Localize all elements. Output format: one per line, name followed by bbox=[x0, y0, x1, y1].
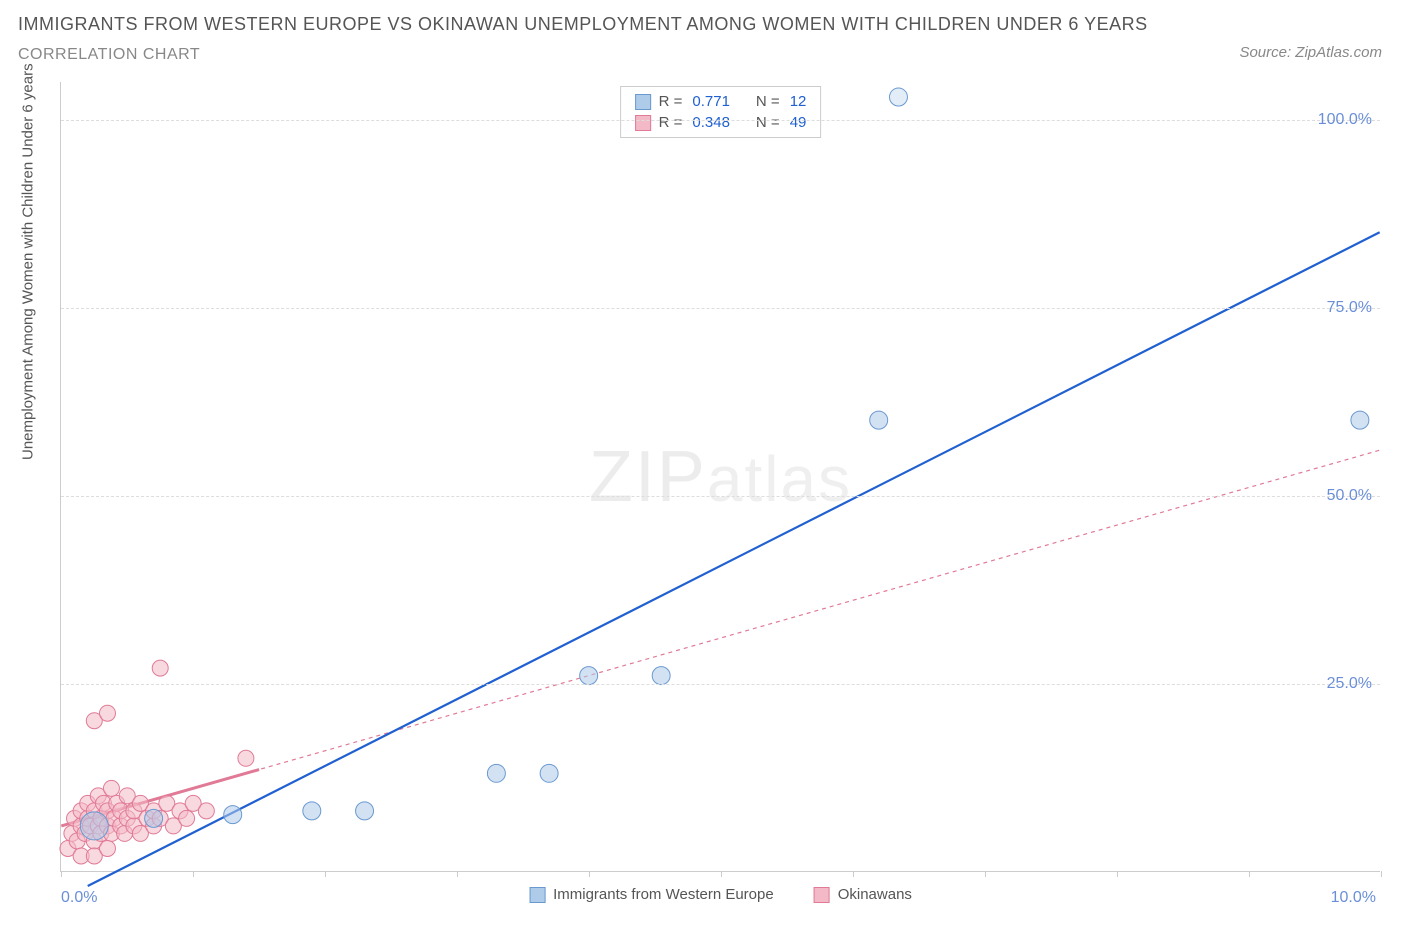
x-tick bbox=[1381, 871, 1382, 877]
data-point bbox=[303, 802, 321, 820]
x-tick bbox=[61, 871, 62, 877]
gridline-h bbox=[61, 308, 1380, 309]
source-attribution: Source: ZipAtlas.com bbox=[1239, 44, 1382, 61]
data-point bbox=[1351, 411, 1369, 429]
data-point bbox=[652, 667, 670, 685]
x-tick bbox=[985, 871, 986, 877]
x-tick bbox=[721, 871, 722, 877]
x-tick bbox=[325, 871, 326, 877]
r-value-0: 0.771 bbox=[692, 93, 730, 110]
legend-item-0: Immigrants from Western Europe bbox=[529, 886, 774, 903]
n-label: N = bbox=[756, 93, 780, 110]
n-value-0: 12 bbox=[790, 93, 807, 110]
data-point bbox=[99, 705, 115, 721]
r-value-1: 0.348 bbox=[692, 114, 730, 131]
x-tick-label: 10.0% bbox=[1331, 889, 1376, 907]
n-label: N = bbox=[756, 114, 780, 131]
series-legend: Immigrants from Western Europe Okinawans bbox=[529, 886, 912, 903]
gridline-h bbox=[61, 684, 1380, 685]
legend-label-0: Immigrants from Western Europe bbox=[553, 886, 774, 903]
trendline bbox=[88, 232, 1380, 886]
legend-swatch-1 bbox=[814, 887, 830, 903]
r-label: R = bbox=[659, 93, 683, 110]
data-point bbox=[198, 803, 214, 819]
data-point bbox=[870, 411, 888, 429]
data-point bbox=[224, 806, 242, 824]
data-point bbox=[487, 764, 505, 782]
stats-legend: R = 0.771 N = 12 R = 0.348 N = 49 bbox=[620, 86, 822, 138]
data-point bbox=[580, 667, 598, 685]
data-point bbox=[356, 802, 374, 820]
data-point bbox=[80, 812, 108, 840]
swatch-series-1 bbox=[635, 115, 651, 131]
data-point bbox=[889, 88, 907, 106]
x-tick bbox=[1249, 871, 1250, 877]
legend-label-1: Okinawans bbox=[838, 886, 912, 903]
y-tick-label: 100.0% bbox=[1318, 111, 1372, 129]
gridline-h bbox=[61, 496, 1380, 497]
chart-title: IMMIGRANTS FROM WESTERN EUROPE VS OKINAW… bbox=[18, 14, 1148, 35]
x-tick-label: 0.0% bbox=[61, 889, 97, 907]
data-point bbox=[152, 660, 168, 676]
r-label: R = bbox=[659, 114, 683, 131]
x-tick bbox=[193, 871, 194, 877]
y-axis-label: Unemployment Among Women with Children U… bbox=[20, 63, 37, 460]
data-point bbox=[179, 810, 195, 826]
x-tick bbox=[589, 871, 590, 877]
plot-area: ZIPatlas R = 0.771 N = 12 R = 0.348 N = … bbox=[60, 82, 1380, 872]
data-point bbox=[99, 840, 115, 856]
stats-row-series-0: R = 0.771 N = 12 bbox=[635, 93, 807, 110]
trendline bbox=[61, 450, 1379, 826]
legend-swatch-0 bbox=[529, 887, 545, 903]
x-tick bbox=[853, 871, 854, 877]
data-point bbox=[238, 750, 254, 766]
stats-row-series-1: R = 0.348 N = 49 bbox=[635, 114, 807, 131]
data-point bbox=[103, 780, 119, 796]
data-point bbox=[145, 809, 163, 827]
y-tick-label: 75.0% bbox=[1327, 299, 1372, 317]
chart-subtitle: CORRELATION CHART bbox=[18, 46, 200, 64]
x-tick bbox=[457, 871, 458, 877]
x-tick bbox=[1117, 871, 1118, 877]
n-value-1: 49 bbox=[790, 114, 807, 131]
chart-svg bbox=[61, 82, 1380, 871]
gridline-h bbox=[61, 120, 1380, 121]
y-tick-label: 50.0% bbox=[1327, 487, 1372, 505]
data-point bbox=[540, 764, 558, 782]
legend-item-1: Okinawans bbox=[814, 886, 912, 903]
y-tick-label: 25.0% bbox=[1327, 675, 1372, 693]
swatch-series-0 bbox=[635, 94, 651, 110]
